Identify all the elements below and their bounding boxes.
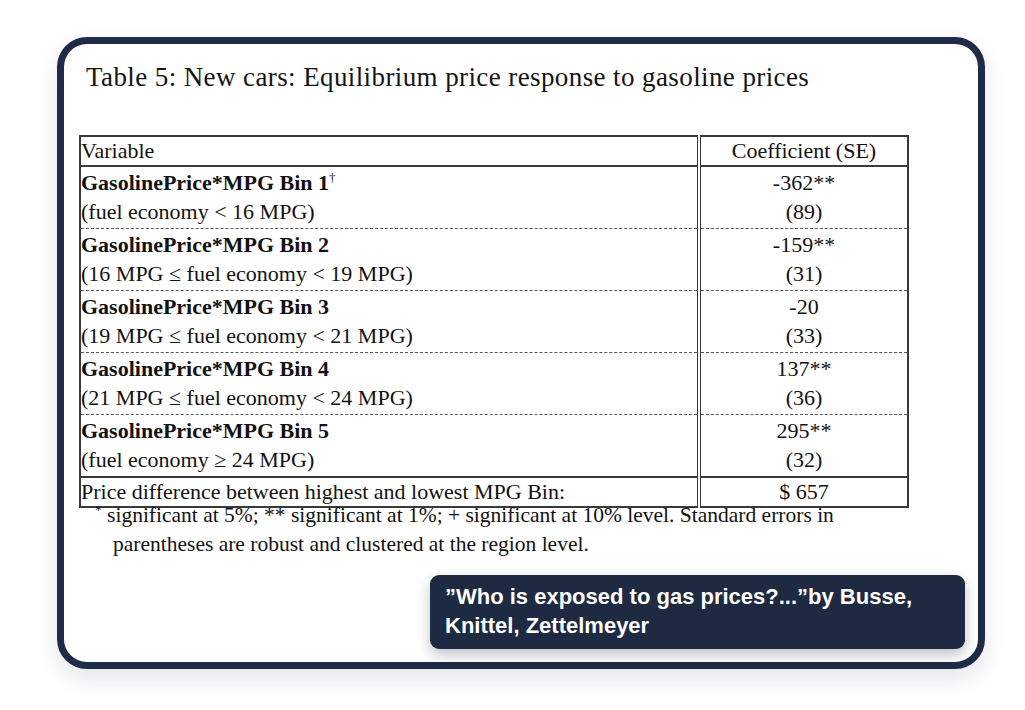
table-row-bin5: GasolinePrice*MPG Bin 5 (fuel economy ≥ … (80, 415, 908, 478)
variable-label: GasolinePrice*MPG Bin 5 (81, 418, 329, 443)
variable-name: GasolinePrice*MPG Bin 4 (81, 354, 697, 383)
variable-range: (19 MPG ≤ fuel economy < 21 MPG) (81, 321, 697, 350)
coefficient-value: -159** (701, 230, 907, 259)
table-header-row: Variable Coefficient (SE) (80, 136, 908, 166)
table-footnote: * significant at 5%; ** significant at 1… (95, 501, 935, 559)
variable-label: GasolinePrice*MPG Bin 2 (81, 232, 329, 257)
coefficient-value: -20 (701, 292, 907, 321)
coefficient-value: 295** (701, 416, 907, 445)
col-header-coefficient: Coefficient (SE) (699, 136, 908, 166)
variable-name: GasolinePrice*MPG Bin 2 (81, 230, 697, 259)
footnote-marker: * (95, 502, 102, 517)
variable-label: GasolinePrice*MPG Bin 3 (81, 294, 329, 319)
coefficient-value: -362** (701, 168, 907, 197)
variable-range: (21 MPG ≤ fuel economy < 24 MPG) (81, 383, 697, 412)
variable-range: (fuel economy < 16 MPG) (81, 197, 697, 226)
citation-line-2: Knittel, Zettelmeyer (445, 611, 950, 640)
citation-line-1: ”Who is exposed to gas prices?...”by Bus… (445, 582, 950, 611)
col-header-variable: Variable (80, 136, 699, 166)
citation-badge: ”Who is exposed to gas prices?...”by Bus… (430, 575, 965, 649)
table-row-bin2: GasolinePrice*MPG Bin 2 (16 MPG ≤ fuel e… (80, 229, 908, 291)
table-row-bin1: GasolinePrice*MPG Bin 1† (fuel economy <… (80, 166, 908, 229)
variable-name: GasolinePrice*MPG Bin 3 (81, 292, 697, 321)
slide: Table 5: New cars: Equilibrium price res… (0, 0, 1025, 710)
table-row-bin3: GasolinePrice*MPG Bin 3 (19 MPG ≤ fuel e… (80, 291, 908, 353)
variable-label: GasolinePrice*MPG Bin 1 (81, 170, 329, 195)
standard-error: (89) (701, 197, 907, 226)
variable-label: GasolinePrice*MPG Bin 4 (81, 356, 329, 381)
standard-error: (33) (701, 321, 907, 350)
table-row-bin4: GasolinePrice*MPG Bin 4 (21 MPG ≤ fuel e… (80, 353, 908, 415)
variable-range: (16 MPG ≤ fuel economy < 19 MPG) (81, 259, 697, 288)
standard-error: (36) (701, 383, 907, 412)
dagger-mark: † (329, 170, 336, 185)
table-title: Table 5: New cars: Equilibrium price res… (86, 62, 946, 93)
footnote-text: significant at 5%; ** significant at 1%;… (107, 503, 834, 556)
standard-error: (32) (701, 445, 907, 474)
variable-range: (fuel economy ≥ 24 MPG) (81, 445, 697, 474)
coefficient-value: 137** (701, 354, 907, 383)
standard-error: (31) (701, 259, 907, 288)
results-table: Variable Coefficient (SE) GasolinePrice*… (79, 135, 909, 508)
variable-name: GasolinePrice*MPG Bin 1† (81, 168, 697, 197)
variable-name: GasolinePrice*MPG Bin 5 (81, 416, 697, 445)
